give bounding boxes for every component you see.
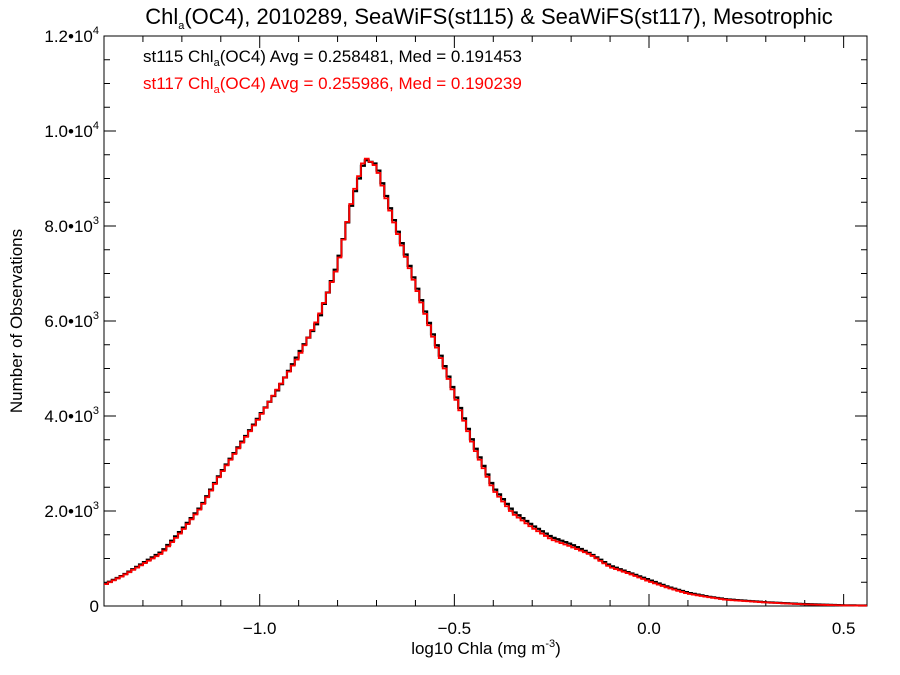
x-axis-label: log10 Chla (mg m-3) [411,638,561,658]
series-st117-line [104,157,867,607]
y-tick-mantissa: 4.0•10 [44,407,93,426]
y-tick-exponent: 4 [93,120,99,132]
y-tick-label: 4.0•103 [44,405,99,426]
y-tick-label: 1.0•104 [44,120,99,141]
y-tick-exponent: 3 [93,310,99,322]
plot-frame [103,35,868,607]
y-tick-exponent: 4 [93,25,99,37]
y-tick-mantissa: 1.2•10 [44,27,93,46]
y-tick-mantissa: 2.0•10 [44,502,93,521]
y-tick-exponent: 3 [93,500,99,512]
axis-ticks: −1.0 −0.5 0.0 0.502.0•1034.0•1036.0•1038.0•… [44,25,867,638]
y-tick-label: 6.0•103 [44,310,99,331]
y-tick-mantissa: 6.0•10 [44,312,93,331]
series-layer [104,157,867,607]
chart-title: Chla(OC4), 2010289, SeaWiFS(st115) & Sea… [145,4,833,32]
series-st115-line [104,159,867,607]
x-tick-label: 0.5 [832,619,856,638]
stats-annotation-st117: st117 Chla(OC4) Avg = 0.255986, Med = 0.… [143,74,522,96]
x-tick-label: −0.5 [438,619,472,638]
y-tick-label: 0 [90,597,99,616]
y-tick-exponent: 3 [93,405,99,417]
x-tick-label: −1.0 [243,619,277,638]
y-tick-label: 2.0•103 [44,500,99,521]
x-tick-label: 0.0 [637,619,661,638]
stats-annotations: st115 Chla(OC4) Avg = 0.258481, Med = 0.… [143,47,522,96]
y-tick-label: 8.0•103 [44,215,99,236]
y-tick-label: 1.2•104 [44,25,99,46]
y-axis-label: Number of Observations [7,229,26,413]
y-tick-mantissa: 1.0•10 [44,122,93,141]
y-tick-mantissa: 8.0•10 [44,217,93,236]
y-tick-exponent: 3 [93,215,99,227]
stats-annotation-st115: st115 Chla(OC4) Avg = 0.258481, Med = 0.… [143,47,522,69]
y-tick-mantissa: 0 [90,597,99,616]
